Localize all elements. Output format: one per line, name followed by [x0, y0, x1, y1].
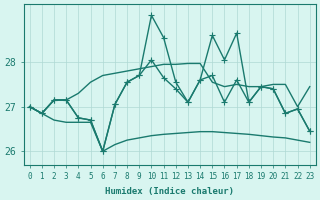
X-axis label: Humidex (Indice chaleur): Humidex (Indice chaleur) [105, 187, 234, 196]
